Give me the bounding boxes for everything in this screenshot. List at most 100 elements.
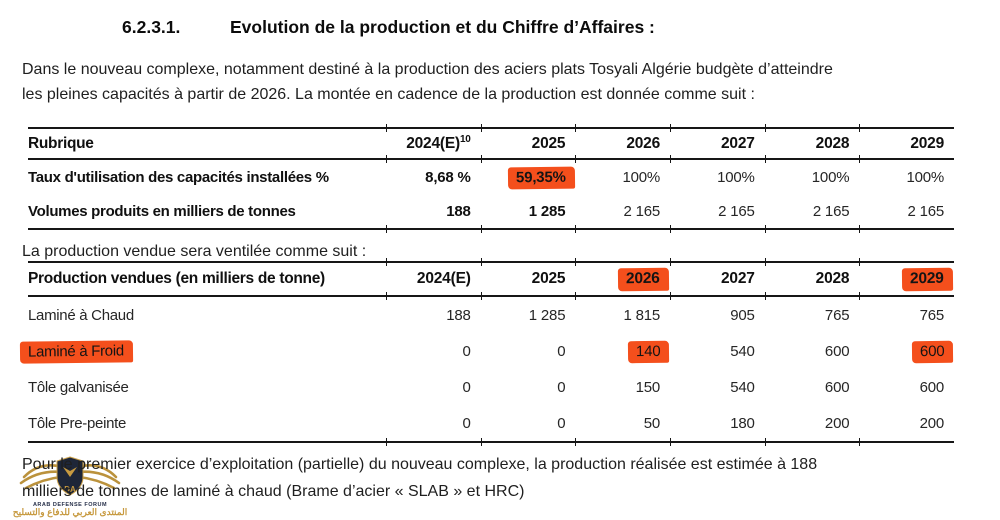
table-cell: 600 — [859, 340, 954, 363]
column-tick — [859, 155, 860, 163]
table-cell: 765 — [919, 306, 945, 324]
column-header: 2026 — [626, 134, 661, 152]
column-tick — [575, 225, 576, 233]
table-cell: 188 — [446, 203, 471, 220]
column-tick — [481, 124, 482, 132]
table-cell: 100% — [717, 169, 755, 186]
column-header: 2025 — [531, 270, 566, 287]
column-tick — [575, 155, 576, 163]
column-tick — [765, 225, 766, 233]
table-cell: 150 — [635, 378, 661, 396]
table-cell: 765 — [824, 306, 850, 324]
table-border-bottom — [28, 225, 954, 233]
column-header: 2029 — [859, 267, 954, 292]
table-border-top — [28, 258, 954, 266]
highlight-mark: 2026 — [618, 267, 670, 292]
table-cell: 1 285 — [528, 306, 566, 324]
table-cell: 1 815 — [623, 306, 661, 324]
table-border-bottom — [28, 438, 954, 446]
table-cell: 188 — [446, 306, 471, 324]
sales-intro-text: La production vendue sera ventilée comme… — [22, 243, 367, 260]
table-row: Volumes produits en milliers de tonnes 1… — [28, 195, 954, 228]
column-tick — [386, 292, 387, 300]
table-cell: 905 — [730, 306, 755, 324]
row-label: Volumes produits en milliers de tonnes — [28, 203, 296, 220]
column-tick — [481, 438, 482, 446]
page-title: Evolution de la production et du Chiffre… — [230, 17, 655, 37]
column-header: Rubrique — [28, 134, 94, 152]
table-cell: 600 — [824, 378, 850, 396]
column-tick — [670, 155, 671, 163]
table-cell: 0 — [462, 414, 471, 432]
row-label: Tôle galvanisée — [28, 378, 129, 396]
column-tick — [575, 124, 576, 132]
column-tick — [859, 258, 860, 266]
table-cell: 540 — [730, 378, 755, 396]
footer-line-1: Pour le premier exercice d’exploitation … — [22, 456, 818, 473]
column-tick — [670, 438, 671, 446]
column-header: 2029 — [910, 134, 945, 152]
table-cell: 200 — [824, 414, 850, 432]
monogram-text: DA — [64, 485, 76, 494]
table-cell: 2 165 — [812, 203, 850, 220]
column-tick — [386, 258, 387, 266]
watermark-name: ARAB DEFENSE FORUM — [32, 501, 108, 508]
intro-paragraph: Dans le nouveau complexe, notamment dest… — [22, 57, 988, 107]
intro-line-1: Dans le nouveau complexe, notamment dest… — [22, 61, 833, 78]
table-cell: 140 — [575, 340, 670, 363]
table-cell: 100% — [811, 169, 850, 186]
column-header: 2027 — [721, 134, 755, 152]
table-cell: 0 — [557, 342, 566, 360]
column-tick — [765, 155, 766, 163]
column-tick — [859, 292, 860, 300]
footer-paragraph: Pour le premier exercice d’exploitation … — [22, 451, 988, 505]
table-cell: 0 — [557, 378, 566, 396]
column-tick — [386, 438, 387, 446]
table-header-divider — [28, 292, 954, 300]
highlight-mark: 600 — [911, 340, 954, 363]
column-tick — [765, 438, 766, 446]
column-tick — [575, 258, 576, 266]
table-cell: 100% — [906, 169, 945, 186]
column-tick — [575, 438, 576, 446]
column-header: 2027 — [721, 270, 755, 287]
table-row: Tôle Pre-peinte 0 0 50 180 200 200 — [28, 405, 954, 441]
row-label: Taux d'utilisation des capacités install… — [28, 169, 329, 186]
column-tick — [859, 225, 860, 233]
column-tick — [670, 225, 671, 233]
column-tick — [386, 124, 387, 132]
table-cell: 540 — [730, 342, 755, 360]
row-label: Tôle Pre-peinte — [28, 414, 127, 432]
column-tick — [765, 258, 766, 266]
table-cell: 0 — [462, 342, 471, 360]
column-header: 2024(E)10 — [406, 133, 471, 152]
column-header: Production vendues (en milliers de tonne… — [28, 270, 325, 287]
column-tick — [386, 225, 387, 233]
column-tick — [859, 124, 860, 132]
column-tick — [670, 124, 671, 132]
table-row: Tôle galvanisée 0 0 150 540 600 600 — [28, 369, 954, 405]
table-cell: 180 — [730, 414, 755, 432]
row-label: Laminé à Chaud — [28, 306, 134, 324]
column-tick — [859, 438, 860, 446]
column-tick — [481, 225, 482, 233]
column-header: 2026 — [575, 267, 670, 292]
column-tick — [670, 258, 671, 266]
table-cell: 200 — [919, 414, 945, 432]
table-cell: 100% — [622, 169, 661, 186]
capacity-table: Rubrique 2024(E)10 2025 2026 2027 2028 2… — [28, 124, 954, 233]
table-row: Taux d'utilisation des capacités install… — [28, 160, 954, 195]
sales-table: Production vendues (en milliers de tonne… — [19, 258, 954, 446]
intro-line-2: les pleines capacités à partir de 2026. … — [22, 86, 755, 103]
table-cell: 2 165 — [907, 203, 945, 220]
highlight-mark: 2029 — [902, 267, 954, 292]
table-header-row: Rubrique 2024(E)10 2025 2026 2027 2028 2… — [28, 129, 954, 158]
row-label: Laminé à Froid — [19, 339, 386, 364]
table-header-row: Production vendues (en milliers de tonne… — [28, 263, 954, 295]
section-heading: 6.2.3.1. Evolution de la production et d… — [122, 17, 655, 38]
table-cell: 600 — [824, 342, 850, 360]
column-tick — [386, 155, 387, 163]
table-cell: 0 — [462, 378, 471, 396]
section-number: 6.2.3.1. — [122, 17, 181, 37]
